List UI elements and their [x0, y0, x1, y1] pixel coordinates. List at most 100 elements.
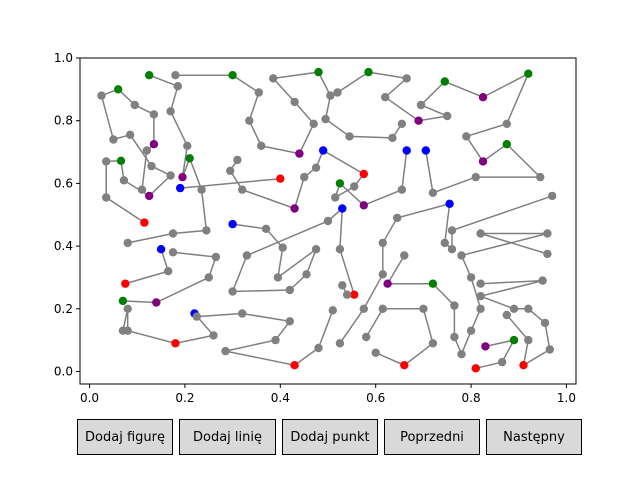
data-point [440, 77, 449, 86]
data-point [457, 350, 466, 359]
data-point [319, 146, 328, 155]
y-tick-label: 0.2 [54, 302, 73, 316]
data-point [335, 339, 345, 348]
data-point [371, 348, 380, 357]
data-point [502, 140, 511, 149]
data-point [383, 279, 392, 288]
y-tick-label: 0.6 [54, 176, 73, 190]
data-point [400, 251, 409, 260]
x-tick-label: 1.0 [557, 391, 576, 405]
data-point [178, 172, 187, 182]
data-point [300, 172, 309, 182]
add-point-button[interactable]: Dodaj punkt [282, 419, 378, 455]
data-point [335, 179, 345, 188]
data-point [364, 67, 373, 77]
data-point [114, 85, 123, 94]
data-point [524, 304, 533, 313]
data-point [176, 183, 185, 193]
data-point [414, 116, 423, 125]
data-point [273, 273, 283, 282]
data-point [478, 93, 488, 102]
data-point [121, 279, 130, 288]
next-button[interactable]: Następny [486, 419, 582, 455]
data-point [338, 204, 347, 213]
data-point [254, 88, 263, 97]
data-point [326, 91, 335, 100]
data-point [378, 238, 387, 248]
scatter-plot: 0.0 0.2 0.4 0.6 0.8 1.0 0.0 0.2 0.4 0.6 0.8 1.0 [54, 51, 577, 405]
data-point [152, 298, 161, 307]
path-line-10 [196, 310, 334, 367]
data-point [378, 270, 387, 279]
data-point [311, 163, 321, 172]
path-line-4 [229, 149, 408, 210]
data-point [359, 304, 368, 313]
data-point [271, 335, 280, 345]
path-line-0 [100, 88, 172, 224]
data-point [149, 140, 159, 149]
data-point [285, 317, 294, 326]
data-point [168, 248, 178, 257]
data-point [209, 331, 218, 340]
data-point [102, 193, 111, 202]
data-point [350, 182, 359, 191]
data-point [245, 116, 254, 125]
data-point [331, 193, 340, 202]
data-point [238, 309, 247, 318]
axes-frame [79, 57, 577, 385]
data-point [290, 204, 299, 213]
data-point [333, 88, 342, 97]
data-point [147, 161, 156, 171]
x-tick-label: 0.0 [80, 391, 99, 405]
data-point [269, 74, 278, 83]
data-point [350, 290, 359, 299]
data-point [137, 185, 147, 194]
data-point [402, 146, 411, 155]
data-point [540, 318, 550, 328]
data-point [536, 172, 545, 182]
x-tick-label: 0.6 [366, 391, 385, 405]
add-shape-button[interactable]: Dodaj figurę [77, 419, 173, 455]
data-point [166, 107, 175, 116]
path-line-6 [125, 248, 170, 285]
data-point [197, 185, 206, 194]
data-point [314, 67, 323, 77]
data-point [142, 146, 151, 155]
data-point [171, 71, 180, 80]
data-point [102, 157, 111, 166]
data-point [171, 339, 180, 348]
data-point [290, 97, 299, 107]
path-line-3 [337, 71, 543, 194]
data-point [543, 229, 552, 238]
data-point [221, 346, 230, 356]
y-tick-label: 1.0 [54, 51, 73, 65]
path-line-7 [122, 251, 217, 304]
data-point [402, 74, 411, 83]
data-point [481, 342, 490, 351]
data-point [276, 174, 285, 183]
data-point [145, 191, 154, 201]
data-point [342, 290, 352, 299]
data-point [416, 100, 426, 110]
data-point [123, 238, 132, 248]
data-point [204, 273, 213, 282]
data-point [440, 238, 449, 248]
data-point [228, 71, 237, 80]
data-point [471, 172, 480, 182]
add-line-button[interactable]: Dodaj linię [179, 419, 276, 455]
data-point [543, 249, 552, 259]
data-point [149, 110, 159, 119]
data-point [428, 279, 438, 288]
data-point [97, 91, 106, 100]
data-point [509, 335, 519, 345]
data-point [428, 339, 438, 348]
data-point [145, 71, 154, 80]
data-point [173, 82, 182, 91]
data-point [447, 226, 457, 235]
data-point [156, 245, 166, 254]
data-point [397, 185, 407, 194]
data-point [497, 357, 507, 367]
previous-button[interactable]: Poprzedni [384, 419, 480, 455]
data-point [168, 229, 178, 238]
scatter-points [97, 67, 557, 373]
